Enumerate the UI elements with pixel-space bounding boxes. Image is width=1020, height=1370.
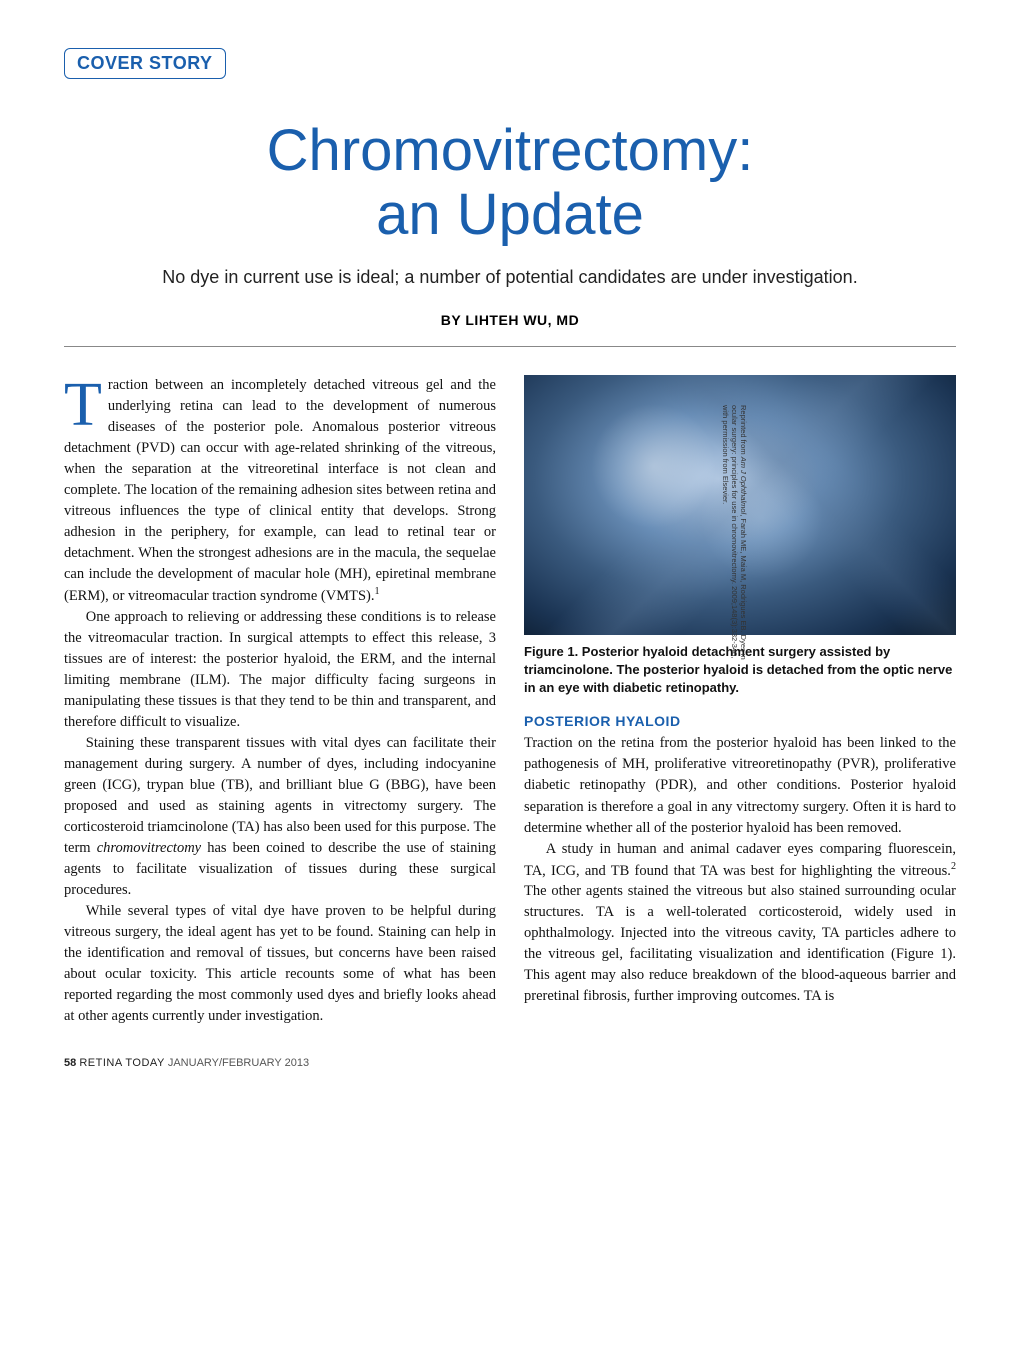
title-line-1: Chromovitrectomy: bbox=[267, 118, 754, 183]
body-p3-em: chromovitrectomy bbox=[97, 840, 201, 856]
body-columns: Traction between an incompletely detache… bbox=[64, 375, 956, 1027]
article-title: Chromovitrectomy: an Update bbox=[64, 119, 956, 247]
column-left: Traction between an incompletely detache… bbox=[64, 375, 496, 1027]
body-p1-text: raction between an incompletely detached… bbox=[64, 377, 496, 604]
ref-2: 2 bbox=[951, 861, 956, 872]
figure-1-credit-em: Am J Ophthalmol bbox=[739, 456, 748, 514]
body-p1: Traction between an incompletely detache… bbox=[64, 375, 496, 607]
column-right: Figure 1. Posterior hyaloid detachment s… bbox=[524, 375, 956, 1027]
section-p1: Traction on the retina from the posterio… bbox=[524, 733, 956, 838]
section-p2: A study in human and animal cadaver eyes… bbox=[524, 839, 956, 1008]
title-line-2: an Update bbox=[376, 182, 644, 247]
figure-1-credit-a: Reprinted from bbox=[739, 405, 748, 457]
body-p4: While several types of vital dye have pr… bbox=[64, 901, 496, 1027]
page-footer: 58 RETINA TODAY JANUARY/FEBRUARY 2013 bbox=[64, 1057, 956, 1069]
article-byline: BY LIHTEH WU, MD bbox=[64, 312, 956, 328]
body-p3a: Staining these transparent tissues with … bbox=[64, 735, 496, 856]
article-subtitle: No dye in current use is ideal; a number… bbox=[64, 267, 956, 288]
issue-date: JANUARY/FEBRUARY 2013 bbox=[168, 1057, 309, 1069]
dropcap: T bbox=[64, 375, 108, 432]
cover-story-badge: COVER STORY bbox=[64, 48, 226, 79]
figure-1-credit: Reprinted from Am J Ophthalmol, Farah ME… bbox=[721, 405, 748, 665]
page-number: 58 bbox=[64, 1057, 76, 1069]
body-p3: Staining these transparent tissues with … bbox=[64, 733, 496, 901]
cover-story-label: COVER STORY bbox=[77, 53, 213, 73]
section-p2a: A study in human and animal cadaver eyes… bbox=[524, 841, 956, 879]
ref-1: 1 bbox=[374, 586, 379, 597]
section-p2b: The other agents stained the vitreous bu… bbox=[524, 883, 956, 1004]
title-rule bbox=[64, 346, 956, 347]
section-heading-posterior-hyaloid: POSTERIOR HYALOID bbox=[524, 711, 956, 731]
body-p2: One approach to relieving or addressing … bbox=[64, 607, 496, 733]
magazine-name: RETINA TODAY bbox=[79, 1057, 164, 1069]
